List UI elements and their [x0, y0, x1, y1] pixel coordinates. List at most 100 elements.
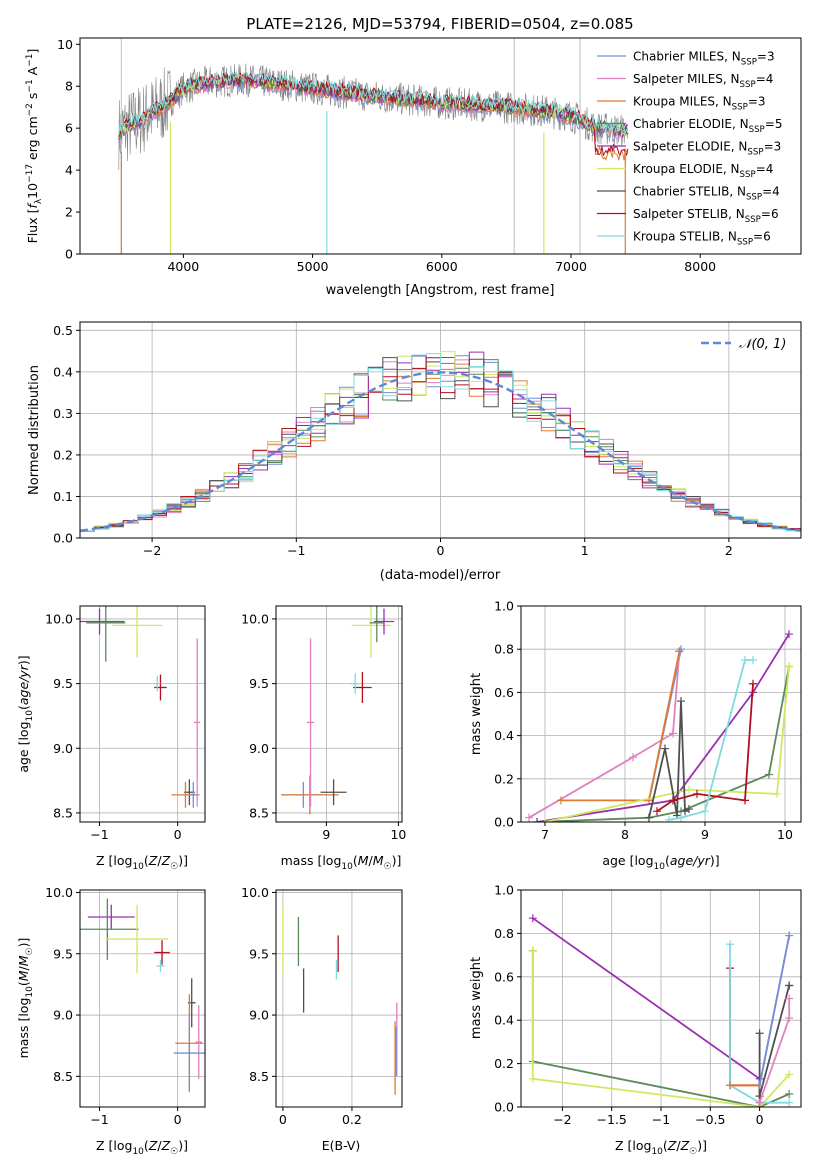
legend-label: Kroupa STELIB, NSSP=6	[633, 230, 771, 248]
y-tick-label: 0.2	[494, 771, 514, 786]
y-axis-label: mass [log10(M/M☉)]	[16, 938, 35, 1059]
point-marker	[533, 818, 541, 822]
point-marker	[677, 813, 685, 822]
axes-frame	[520, 605, 802, 823]
plot-area-mass_vs_ebv	[282, 904, 398, 1095]
y-tick-label: 10	[57, 37, 73, 52]
axes-mass_vs_Z: −1 0 8.5 9.0 9.5 10.0 Z [log10(Z/Z☉)] mass [log…	[16, 885, 206, 1157]
gaussian-curve	[80, 371, 801, 532]
y-tick-label: 9.0	[53, 741, 73, 756]
point-marker	[741, 656, 749, 664]
axes-frame	[79, 889, 206, 1108]
point-marker	[525, 813, 533, 822]
point-marker	[557, 796, 565, 805]
point-marker	[785, 1089, 794, 1098]
y-tick-label: 1.0	[494, 599, 514, 614]
x-tick-label: 0	[437, 543, 445, 558]
x-tick-label: −1	[90, 827, 108, 842]
y-axis-label: mass weight	[469, 957, 484, 1039]
x-tick-label: 9	[701, 827, 709, 842]
y-tick-label: 0.4	[494, 728, 514, 743]
y-tick-label: 0.5	[53, 323, 73, 338]
point-salpeter-elodie	[80, 608, 125, 635]
legend-label: Chabrier ELODIE, NSSP=5	[633, 117, 782, 135]
x-tick-label: −0.5	[695, 1112, 725, 1127]
plot-area-spectrum	[118, 38, 629, 254]
point-chabrier-miles	[173, 1016, 205, 1090]
axes-frame	[275, 889, 403, 1108]
x-tick-label: 4000	[167, 259, 199, 274]
x-tick-label: 8000	[684, 259, 716, 274]
point-salpeter-stelib	[353, 671, 372, 704]
plot-area-weight_vs_age	[525, 630, 793, 822]
point-marker	[741, 796, 749, 805]
x-axis-label: Z [log10(Z/Z☉)]	[96, 1138, 188, 1157]
legend-label: Salpeter STELIB, NSSP=6	[633, 207, 779, 225]
series-line	[544, 666, 790, 822]
y-tick-label: 4	[65, 163, 73, 178]
y-tick-label: 0.0	[494, 1100, 514, 1115]
x-tick-label: 10	[777, 827, 793, 842]
series-line	[536, 633, 790, 822]
legend-label: Chabrier MILES, NSSP=3	[633, 50, 775, 68]
axes-frame	[79, 605, 206, 823]
point-marker	[661, 744, 669, 753]
legend-label: Salpeter ELODIE, NSSP=3	[633, 140, 781, 158]
x-tick-label: 6000	[426, 259, 458, 274]
point-marker	[785, 1098, 794, 1107]
y-tick-label: 9.5	[53, 946, 73, 961]
x-tick-label: −2	[553, 1112, 571, 1127]
y-tick-label: 9.5	[53, 676, 73, 691]
x-axis-label: E(B-V)	[322, 1138, 361, 1153]
series-salpeter-miles	[755, 994, 794, 1107]
y-tick-label: 0.3	[53, 406, 73, 421]
point-marker	[749, 679, 757, 688]
y-tick-label: 10.0	[241, 611, 269, 626]
series-line	[532, 917, 761, 1086]
point-marker	[528, 914, 537, 923]
x-tick-label: 0.2	[342, 1112, 362, 1127]
point-marker	[755, 1081, 764, 1090]
legend-label: Kroupa ELODIE, NSSP=4	[633, 162, 773, 180]
x-tick-label: −1	[287, 543, 305, 558]
axes-residuals: −2 −1 0 1 2 0.0 0.1 0.2 0.3 0.4 0.5 𝒩(0, 1) (data-mo…	[27, 321, 802, 583]
series-chabrier-miles	[755, 931, 794, 1090]
point-marker	[528, 946, 537, 955]
point-marker	[749, 656, 757, 664]
y-tick-label: 9.5	[249, 946, 269, 961]
x-tick-label: −1	[90, 1112, 108, 1127]
x-tick-label: 0	[174, 827, 182, 842]
point-marker	[785, 1014, 794, 1023]
series-line	[528, 651, 681, 819]
x-axis-label: (data-model)/error	[380, 568, 501, 583]
point-marker	[755, 1029, 764, 1038]
axes-weight_vs_age: 7 8 9 10 0.0 0.2 0.4 0.6 0.8 1.0 age [log10(age/yr…	[469, 599, 802, 872]
series-kroupa-elodie	[541, 662, 793, 822]
axes-frame	[275, 605, 403, 823]
point-marker	[685, 805, 693, 814]
point-kroupa-elodie	[105, 904, 169, 974]
figure-title: PLATE=2126, MJD=53794, FIBERID=0504, z=0…	[246, 15, 633, 33]
plot-area-mass_vs_Z	[80, 898, 205, 1093]
point-salpeter-stelib	[154, 674, 167, 701]
y-tick-label: 8.5	[53, 805, 73, 820]
y-axis-label: Flux [fλ10−17 erg cm−2 s−1 A−1]	[25, 49, 44, 244]
y-tick-label: 8.5	[53, 1069, 73, 1084]
y-tick-label: 8.5	[249, 1069, 269, 1084]
point-marker	[726, 940, 735, 949]
x-tick-label: 7000	[555, 259, 587, 274]
axes-age_vs_mass: 9 10 8.5 9.0 9.5 10.0 mass [log10(M/M☉)]	[241, 605, 406, 872]
plot-area-age_vs_Z	[80, 606, 201, 808]
x-axis-label: Z [log10(Z/Z☉)]	[96, 853, 188, 872]
y-tick-label: 0.4	[494, 1013, 514, 1028]
y-tick-label: 10.0	[241, 885, 269, 900]
y-tick-label: 0.1	[53, 489, 73, 504]
x-tick-label: 1	[581, 543, 589, 558]
point-salpeter-miles	[195, 1005, 202, 1079]
y-tick-label: 10.0	[45, 611, 73, 626]
x-axis-label: mass [log10(M/M☉)]	[281, 853, 402, 872]
x-axis-label: age [log10(age/yr)]	[602, 853, 719, 872]
spectrum-legend: Chabrier MILES, NSSP=3 Salpeter MILES, NS…	[597, 50, 782, 248]
